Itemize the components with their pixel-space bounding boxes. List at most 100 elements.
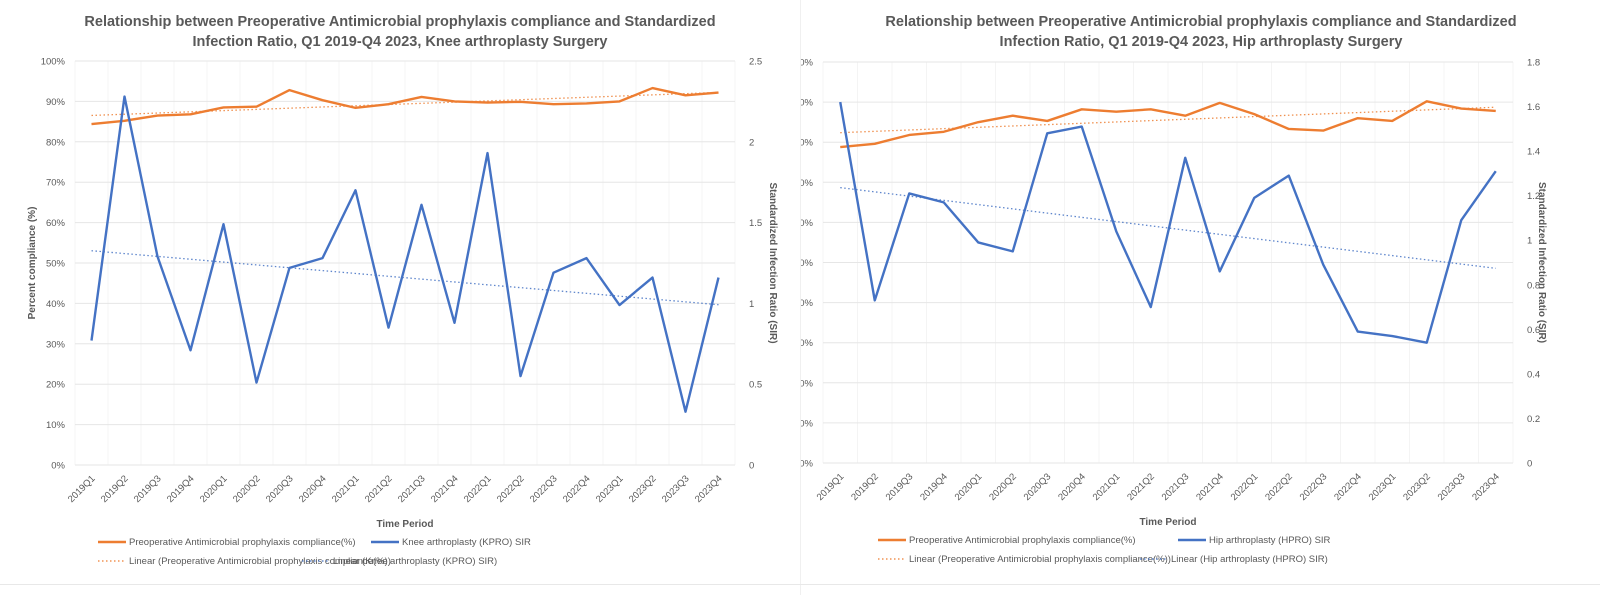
x-tick-label: 2023Q2 <box>1401 471 1433 503</box>
y2-tick-label: 0 <box>1527 459 1532 470</box>
x-tick-label: 2019Q1 <box>815 471 847 503</box>
y-tick-label: 100% <box>801 58 814 69</box>
knee-chart-panel: Relationship between Preoperative Antimi… <box>27 14 778 567</box>
legend-label: Linear (Hip arthroplasty (HPRO) SIR) <box>1171 554 1328 565</box>
y2-tick-label: 2 <box>749 137 754 148</box>
y2-axis-title: Standardized Infection Ratio (SIR) <box>1536 182 1547 343</box>
y-tick-label: 80% <box>801 138 814 149</box>
divider <box>0 584 1600 585</box>
x-tick-label: 2021Q4 <box>429 473 461 505</box>
x-tick-label: 2020Q2 <box>987 471 1019 503</box>
y2-tick-label: 0.4 <box>1527 369 1540 380</box>
x-tick-label: 2022Q4 <box>1332 471 1364 503</box>
y-tick-label: 70% <box>46 178 66 189</box>
x-tick-label: 2021Q4 <box>1194 471 1226 503</box>
x-tick-label: 2022Q1 <box>1229 471 1261 503</box>
x-tick-label: 2019Q2 <box>849 471 881 503</box>
series-line <box>839 101 1497 344</box>
x-tick-label: 2021Q2 <box>363 473 395 505</box>
x-tick-label: 2021Q1 <box>330 473 362 505</box>
x-tick-label: 2019Q3 <box>132 473 164 505</box>
x-tick-label: 2019Q2 <box>99 473 131 505</box>
y2-tick-label: 0.6 <box>1527 325 1540 336</box>
y2-tick-label: 1.8 <box>1527 58 1540 69</box>
y-tick-label: 10% <box>46 420 66 431</box>
x-tick-label: 2020Q4 <box>297 473 329 505</box>
y-tick-label: 50% <box>46 259 66 270</box>
x-tick-label: 2020Q2 <box>231 473 263 505</box>
trendline <box>91 91 719 117</box>
x-tick-label: 2021Q3 <box>1160 471 1192 503</box>
y2-tick-label: 2.5 <box>749 57 762 68</box>
y-tick-label: 20% <box>46 380 66 391</box>
series-line <box>91 86 719 126</box>
x-tick-label: 2020Q4 <box>1056 471 1088 503</box>
y2-tick-label: 1 <box>1527 236 1532 247</box>
x-tick-label: 2020Q1 <box>953 471 985 503</box>
legend-label: Linear (Preoperative Antimicrobial proph… <box>129 556 391 567</box>
y-tick-label: 0% <box>51 461 65 472</box>
legend-item-series: Preoperative Antimicrobial prophylaxis c… <box>878 535 1136 546</box>
y-tick-label: 100% <box>41 57 66 68</box>
x-tick-label: 2020Q1 <box>198 473 230 505</box>
x-tick-label: 2022Q3 <box>528 473 560 505</box>
y2-tick-label: 0.5 <box>749 380 762 391</box>
x-tick-label: 2023Q4 <box>693 473 725 505</box>
x-axis-title: Time Period <box>1139 517 1196 528</box>
y-axis-title: Percent compliance (%) <box>27 207 38 320</box>
legend-label: Linear (Knee arthroplasty (KPRO) SIR) <box>333 556 497 567</box>
x-tick-label: 2019Q4 <box>165 473 197 505</box>
y-tick-label: 40% <box>801 298 814 309</box>
y2-tick-label: 1.4 <box>1527 147 1540 158</box>
x-tick-label: 2019Q4 <box>918 471 950 503</box>
y-tick-label: 30% <box>801 338 814 349</box>
x-tick-label: 2021Q1 <box>1091 471 1123 503</box>
y2-tick-label: 1.2 <box>1527 191 1540 202</box>
x-tick-label: 2022Q4 <box>561 473 593 505</box>
legend-item-trendline: Linear (Preoperative Antimicrobial proph… <box>98 556 391 567</box>
y-tick-label: 30% <box>46 339 66 350</box>
trendline <box>840 106 1496 134</box>
y-tick-label: 10% <box>801 418 814 429</box>
legend-label: Linear (Preoperative Antimicrobial proph… <box>909 554 1171 565</box>
x-tick-label: 2022Q3 <box>1298 471 1330 503</box>
y-tick-label: 70% <box>801 178 814 189</box>
series-line <box>840 100 1496 149</box>
x-tick-label: 2022Q2 <box>1263 471 1295 503</box>
x-tick-label: 2020Q3 <box>1022 471 1054 503</box>
legend-label: Knee arthroplasty (KPRO) SIR <box>402 537 531 548</box>
legend-label: Preoperative Antimicrobial prophylaxis c… <box>909 535 1136 546</box>
y-tick-label: 80% <box>46 137 66 148</box>
legend-item-series: Preoperative Antimicrobial prophylaxis c… <box>98 537 356 548</box>
legend-item-series: Hip arthroplasty (HPRO) SIR <box>1178 535 1331 546</box>
y2-axis-title: Standardized Infection Ratio (SIR) <box>767 182 778 343</box>
x-tick-label: 2022Q1 <box>462 473 494 505</box>
legend-label: Preoperative Antimicrobial prophylaxis c… <box>129 537 356 548</box>
chart-title: Relationship between Preoperative Antimi… <box>885 14 1517 50</box>
x-tick-label: 2023Q1 <box>594 473 626 505</box>
y2-tick-label: 0.2 <box>1527 414 1540 425</box>
y-tick-label: 60% <box>46 218 66 229</box>
legend-label: Hip arthroplasty (HPRO) SIR <box>1209 535 1331 546</box>
x-axis-title: Time Period <box>376 519 433 530</box>
y2-tick-label: 1.5 <box>749 218 762 229</box>
hip-chart-panel: Relationship between Preoperative Antimi… <box>800 0 1600 595</box>
y-tick-label: 0% <box>801 459 814 470</box>
x-tick-label: 2023Q4 <box>1470 471 1502 503</box>
y-tick-label: 20% <box>801 378 814 389</box>
y-tick-label: 90% <box>801 98 814 109</box>
y-tick-label: 90% <box>46 97 66 108</box>
x-tick-label: 2023Q3 <box>660 473 692 505</box>
y-tick-label: 50% <box>801 258 814 269</box>
legend-item-series: Knee arthroplasty (KPRO) SIR <box>371 537 531 548</box>
y2-tick-label: 0 <box>749 461 754 472</box>
x-tick-label: 2023Q2 <box>627 473 659 505</box>
x-tick-label: 2023Q1 <box>1367 471 1399 503</box>
hip-chart-svg: 0% 10% 20% 30% 40% 50% 60% 70% 80% 90% 100% 0 0.2 0.4… <box>801 58 1547 566</box>
chart-title: Relationship between Preoperative Antimi… <box>84 14 716 50</box>
y2-tick-label: 1.6 <box>1527 102 1540 113</box>
series-line <box>90 95 720 413</box>
x-tick-label: 2021Q2 <box>1125 471 1157 503</box>
legend-item-trendline: Linear (Preoperative Antimicrobial proph… <box>878 554 1171 565</box>
y2-tick-label: 1 <box>749 299 754 310</box>
